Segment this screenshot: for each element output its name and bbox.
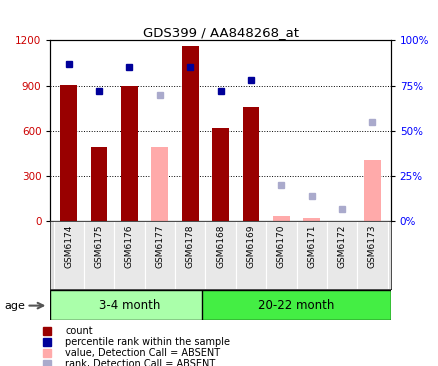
- Bar: [242, 107, 259, 221]
- Text: GSM6175: GSM6175: [94, 225, 103, 268]
- Text: count: count: [65, 326, 93, 336]
- Text: GSM6170: GSM6170: [276, 225, 285, 268]
- Text: GSM6173: GSM6173: [367, 225, 376, 268]
- Bar: [212, 128, 229, 221]
- Text: value, Detection Call = ABSENT: value, Detection Call = ABSENT: [65, 348, 220, 358]
- FancyBboxPatch shape: [145, 221, 175, 289]
- FancyBboxPatch shape: [53, 221, 84, 289]
- Text: 20-22 month: 20-22 month: [258, 299, 334, 312]
- Bar: [303, 219, 319, 221]
- FancyBboxPatch shape: [357, 221, 387, 289]
- Bar: [151, 147, 168, 221]
- Bar: [272, 216, 289, 221]
- Text: rank, Detection Call = ABSENT: rank, Detection Call = ABSENT: [65, 359, 215, 366]
- FancyBboxPatch shape: [235, 221, 265, 289]
- FancyBboxPatch shape: [296, 221, 326, 289]
- Bar: [363, 160, 380, 221]
- Text: GSM6174: GSM6174: [64, 225, 73, 268]
- FancyBboxPatch shape: [84, 221, 114, 289]
- FancyBboxPatch shape: [50, 290, 208, 320]
- Text: GSM6178: GSM6178: [185, 225, 194, 268]
- Text: GSM6176: GSM6176: [125, 225, 134, 268]
- Text: GSM6172: GSM6172: [337, 225, 346, 268]
- Text: GSM6169: GSM6169: [246, 225, 255, 268]
- Bar: [121, 86, 138, 221]
- Text: percentile rank within the sample: percentile rank within the sample: [65, 337, 230, 347]
- FancyBboxPatch shape: [326, 221, 357, 289]
- Bar: [91, 147, 107, 221]
- FancyBboxPatch shape: [175, 221, 205, 289]
- FancyBboxPatch shape: [265, 221, 296, 289]
- FancyBboxPatch shape: [114, 221, 145, 289]
- FancyBboxPatch shape: [202, 290, 390, 320]
- Text: 3-4 month: 3-4 month: [99, 299, 160, 312]
- Title: GDS399 / AA848268_at: GDS399 / AA848268_at: [142, 26, 298, 39]
- Bar: [60, 85, 77, 221]
- Text: GSM6177: GSM6177: [155, 225, 164, 268]
- Text: GSM6168: GSM6168: [215, 225, 225, 268]
- FancyBboxPatch shape: [205, 221, 235, 289]
- Text: GSM6171: GSM6171: [307, 225, 315, 268]
- Bar: [181, 46, 198, 221]
- Text: age: age: [4, 300, 25, 311]
